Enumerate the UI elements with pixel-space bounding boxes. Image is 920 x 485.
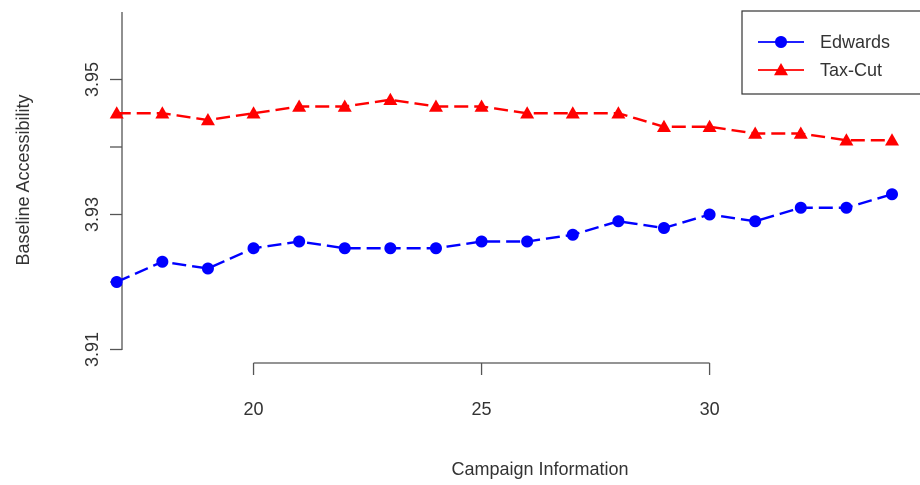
y-axis: 3.91 3.93 3.95 Baseline Accessibility — [13, 12, 123, 367]
data-point-tax-cut — [337, 99, 352, 112]
data-point-tax-cut — [383, 92, 398, 105]
legend-label-edwards: Edwards — [820, 32, 890, 52]
data-point-edwards — [156, 255, 169, 268]
data-point-edwards — [657, 222, 670, 234]
x-tick-label: 25 — [472, 399, 492, 419]
data-point-edwards — [840, 201, 853, 214]
data-point-tax-cut — [246, 106, 261, 119]
y-axis-title: Baseline Accessibility — [13, 94, 33, 265]
data-point-edwards — [794, 201, 807, 214]
data-point-tax-cut — [748, 126, 763, 139]
data-point-tax-cut — [885, 133, 899, 146]
x-tick-label: 30 — [700, 399, 720, 419]
legend: Edwards Tax-Cut — [741, 10, 920, 95]
x-axis-title: Campaign Information — [451, 459, 628, 479]
data-point-edwards — [703, 208, 716, 221]
legend-marker-tax-cut — [774, 63, 788, 76]
data-point-edwards — [612, 215, 625, 228]
data-point-tax-cut — [109, 106, 124, 119]
legend-marker-edwards — [775, 36, 787, 48]
y-tick-label: 3.95 — [82, 62, 102, 97]
y-tick-label: 3.93 — [82, 197, 102, 232]
x-tick-label: 20 — [244, 399, 264, 419]
data-point-edwards — [110, 276, 123, 288]
data-point-edwards — [384, 242, 397, 255]
data-point-edwards — [247, 242, 260, 255]
data-point-tax-cut — [155, 106, 170, 119]
legend-box — [741, 10, 920, 95]
data-point-tax-cut — [428, 99, 443, 112]
data-point-tax-cut — [793, 126, 808, 139]
data-point-tax-cut — [656, 119, 671, 132]
legend-label-tax-cut: Tax-Cut — [820, 60, 882, 80]
data-point-edwards — [201, 262, 214, 275]
data-point-tax-cut — [611, 106, 626, 119]
series-line-edwards — [116, 193, 893, 284]
y-tick-label: 3.91 — [82, 332, 102, 367]
series-line-tax-cut — [116, 98, 892, 142]
data-point-edwards — [886, 188, 898, 201]
data-point-tax-cut — [292, 99, 307, 112]
data-point-edwards — [521, 235, 534, 248]
data-point-tax-cut — [702, 119, 717, 132]
series-edwards — [110, 188, 898, 288]
data-point-edwards — [749, 215, 762, 228]
data-point-edwards — [293, 235, 306, 248]
data-point-edwards — [429, 242, 442, 255]
data-point-tax-cut — [839, 133, 854, 146]
data-point-tax-cut — [474, 99, 489, 112]
data-point-tax-cut — [200, 113, 215, 126]
data-point-edwards — [475, 235, 488, 248]
plot-area — [109, 92, 899, 288]
x-axis: 20 25 30 Campaign Information — [244, 362, 720, 479]
data-point-edwards — [566, 228, 579, 241]
data-point-tax-cut — [520, 106, 535, 119]
data-point-tax-cut — [565, 106, 580, 119]
series-tax-cut — [109, 92, 899, 146]
data-point-edwards — [338, 242, 351, 255]
